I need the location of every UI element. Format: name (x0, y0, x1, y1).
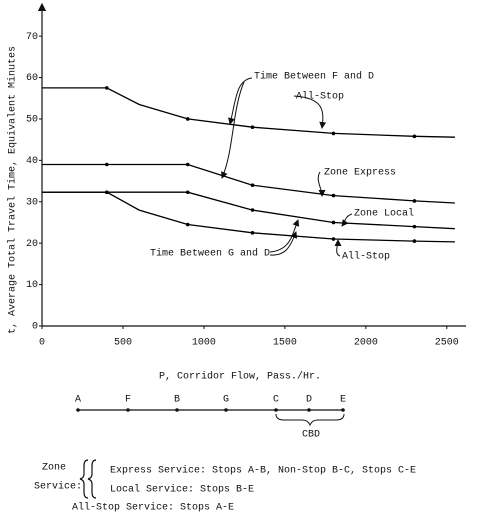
x-tick-label: 1000 (192, 338, 216, 349)
series-label: All-Stop (342, 251, 390, 263)
point (104, 86, 109, 90)
station-diagram: CBD Zone Service: Express Service: Stops… (34, 409, 416, 513)
annotation: Time Between F and D (254, 71, 374, 83)
service-text: Local Service: Stops B-E (110, 484, 254, 496)
station-label: D (306, 395, 312, 406)
brace (79, 459, 89, 499)
point (331, 220, 336, 225)
point (185, 162, 190, 167)
y-axis-label: t, Average Total Travel Time, Equivalent… (7, 46, 19, 334)
station-label: G (223, 395, 229, 406)
zone-label: Zone (42, 463, 66, 474)
point (250, 183, 255, 188)
point (185, 190, 190, 195)
x-axis-label: P, Corridor Flow, Pass./Hr. (159, 371, 321, 383)
point (104, 162, 109, 167)
point (331, 193, 336, 198)
annotation: Time Between G and D (150, 248, 270, 260)
x-tick-label: 0 (39, 338, 45, 349)
x-tick-label: 1500 (273, 338, 297, 349)
cbd-bracket (275, 413, 345, 427)
point (412, 134, 417, 139)
point (412, 239, 417, 243)
annotation-arrows (221, 77, 353, 257)
x-tick-label: 2000 (354, 338, 378, 349)
service-text: Express Service: Stops A-B, Non-Stop B-C… (110, 465, 416, 477)
zone-label: Service: (34, 481, 82, 493)
station-label: F (125, 395, 131, 406)
station-label: C (273, 395, 279, 406)
station (224, 408, 228, 412)
station (274, 408, 278, 412)
point (250, 125, 255, 130)
station (76, 408, 80, 412)
station (341, 408, 345, 412)
series-label: Zone Express (324, 168, 396, 179)
point (412, 224, 417, 229)
point (185, 117, 190, 121)
point (331, 131, 336, 136)
point (331, 237, 336, 241)
x-tick-label: 2500 (435, 338, 459, 349)
y-tick-label: 50 (26, 115, 38, 126)
cbd-label: CBD (302, 430, 320, 441)
point (412, 199, 417, 203)
point (250, 231, 255, 235)
point (250, 208, 255, 212)
y-tick-label: 60 (26, 73, 38, 84)
brace (87, 459, 97, 499)
station (307, 408, 311, 412)
series-line (42, 87, 455, 138)
station-label: A (75, 395, 81, 406)
series-line (42, 191, 455, 230)
y-tick-label: 70 (26, 32, 38, 43)
point (185, 222, 190, 227)
station (126, 408, 130, 412)
station-label: B (174, 395, 180, 406)
y-tick-label: 20 (26, 239, 38, 250)
point (104, 190, 109, 195)
station-label: E (340, 395, 346, 406)
series-line (42, 163, 455, 204)
series-line (42, 191, 455, 243)
service-text: All-Stop Service: Stops A-E (72, 502, 234, 513)
y-tick-label: 30 (26, 197, 38, 208)
y-tick-label: 0 (32, 322, 38, 333)
station (175, 408, 179, 412)
x-tick-label: 500 (114, 338, 132, 349)
y-tick-label: 10 (26, 280, 38, 291)
y-tick-label: 40 (26, 156, 38, 167)
series-label: Zone Local (354, 208, 414, 220)
series-label: All-Stop (296, 91, 344, 103)
